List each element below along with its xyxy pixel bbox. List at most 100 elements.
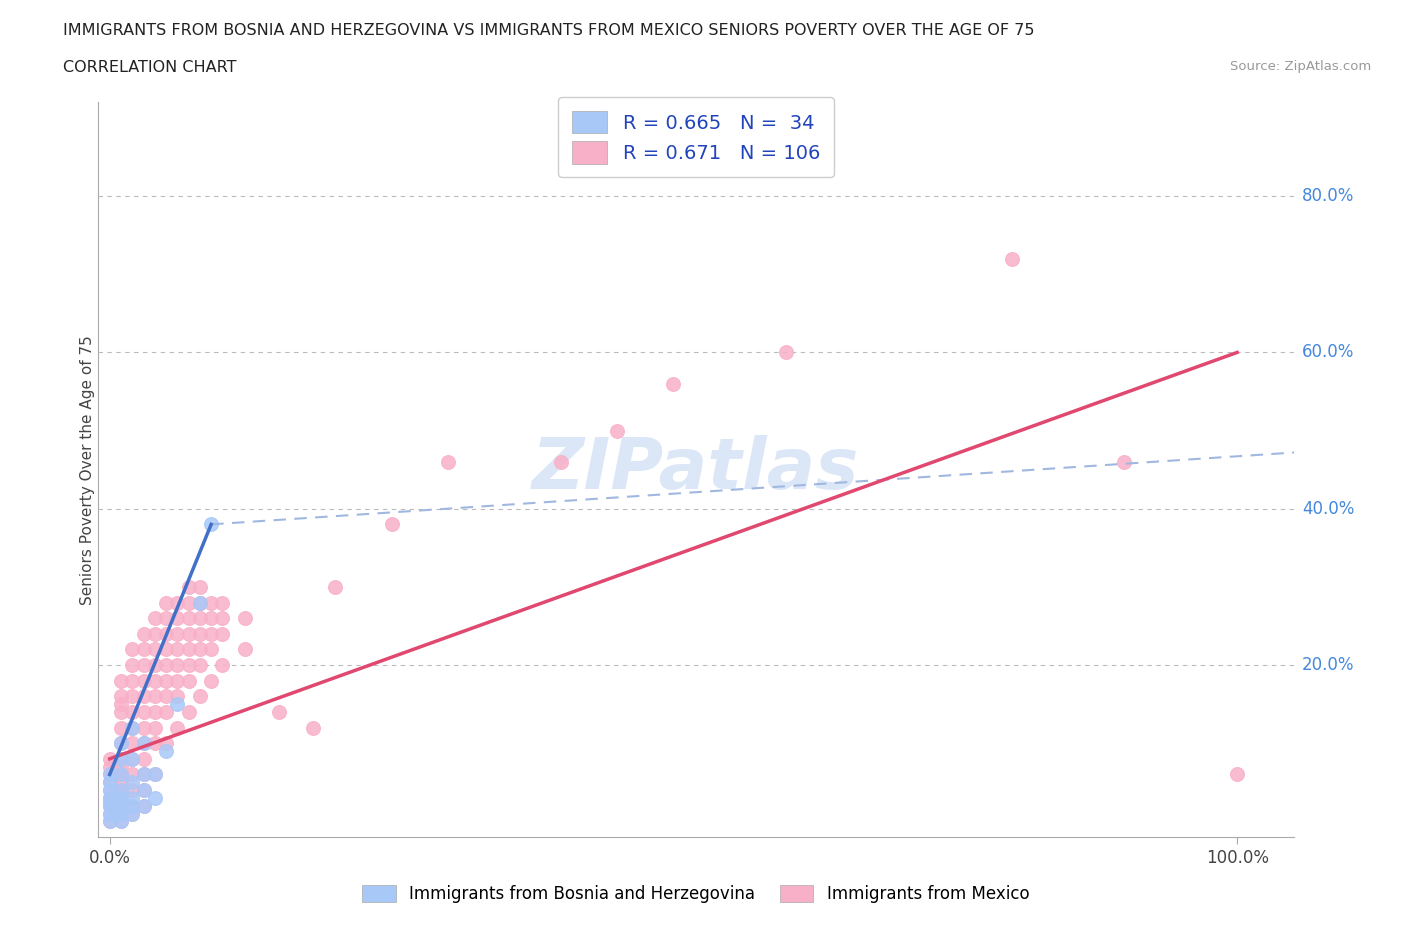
Point xyxy=(132,673,155,688)
Point xyxy=(98,767,121,782)
Point xyxy=(132,705,155,720)
Point xyxy=(380,517,402,532)
Point xyxy=(110,736,132,751)
Point xyxy=(177,658,200,672)
Point xyxy=(110,794,132,809)
Point xyxy=(143,642,166,657)
Point xyxy=(188,595,211,610)
Point xyxy=(1114,455,1136,470)
Point xyxy=(166,611,188,626)
Point xyxy=(121,658,143,672)
Point xyxy=(98,790,121,805)
Point xyxy=(188,642,211,657)
Point xyxy=(143,611,166,626)
Point xyxy=(121,720,143,735)
Point xyxy=(110,673,132,688)
Point xyxy=(155,611,177,626)
Point xyxy=(121,790,143,805)
Point xyxy=(121,720,143,735)
Point xyxy=(166,595,188,610)
Point xyxy=(110,790,132,805)
Point xyxy=(110,798,132,813)
Point xyxy=(211,595,233,610)
Point xyxy=(132,689,155,704)
Point xyxy=(155,673,177,688)
Point xyxy=(110,814,132,829)
Point xyxy=(98,798,121,813)
Point xyxy=(188,658,211,672)
Point xyxy=(121,775,143,790)
Point xyxy=(177,642,200,657)
Point xyxy=(110,798,132,813)
Point xyxy=(110,736,132,751)
Point xyxy=(98,794,121,809)
Point xyxy=(211,611,233,626)
Point xyxy=(132,783,155,798)
Point xyxy=(110,806,132,821)
Point xyxy=(110,751,132,766)
Point xyxy=(110,814,132,829)
Point xyxy=(110,720,132,735)
Point xyxy=(155,744,177,759)
Point xyxy=(267,705,290,720)
Point xyxy=(166,658,188,672)
Point xyxy=(606,423,628,438)
Point xyxy=(98,814,121,829)
Point xyxy=(177,611,200,626)
Point xyxy=(98,759,121,774)
Point xyxy=(188,595,211,610)
Point xyxy=(132,798,155,813)
Point xyxy=(110,767,132,782)
Point xyxy=(177,579,200,594)
Point xyxy=(155,736,177,751)
Point xyxy=(110,751,132,766)
Point xyxy=(143,767,166,782)
Point xyxy=(188,626,211,641)
Text: Source: ZipAtlas.com: Source: ZipAtlas.com xyxy=(1230,60,1371,73)
Text: CORRELATION CHART: CORRELATION CHART xyxy=(63,60,236,75)
Point xyxy=(132,720,155,735)
Point xyxy=(110,759,132,774)
Point xyxy=(98,775,121,790)
Point xyxy=(98,814,121,829)
Point xyxy=(132,767,155,782)
Point xyxy=(177,705,200,720)
Point xyxy=(98,751,121,766)
Point xyxy=(662,377,685,392)
Point xyxy=(121,783,143,798)
Point xyxy=(110,806,132,821)
Point xyxy=(323,579,346,594)
Point xyxy=(121,751,143,766)
Point xyxy=(98,767,121,782)
Point xyxy=(188,579,211,594)
Point xyxy=(211,626,233,641)
Text: 80.0%: 80.0% xyxy=(1302,187,1354,206)
Point xyxy=(132,642,155,657)
Point xyxy=(550,455,572,470)
Text: 40.0%: 40.0% xyxy=(1302,499,1354,518)
Point xyxy=(121,689,143,704)
Point xyxy=(121,673,143,688)
Point xyxy=(121,806,143,821)
Point xyxy=(110,775,132,790)
Point xyxy=(132,626,155,641)
Point xyxy=(143,689,166,704)
Point xyxy=(233,642,256,657)
Legend: Immigrants from Bosnia and Herzegovina, Immigrants from Mexico: Immigrants from Bosnia and Herzegovina, … xyxy=(356,878,1036,910)
Point xyxy=(155,705,177,720)
Y-axis label: Seniors Poverty Over the Age of 75: Seniors Poverty Over the Age of 75 xyxy=(80,335,94,604)
Point xyxy=(121,806,143,821)
Point xyxy=(143,673,166,688)
Point xyxy=(200,673,222,688)
Point xyxy=(132,736,155,751)
Point xyxy=(211,658,233,672)
Point xyxy=(110,783,132,798)
Point xyxy=(177,626,200,641)
Point xyxy=(155,658,177,672)
Point xyxy=(188,611,211,626)
Point xyxy=(121,736,143,751)
Text: ZIPatlas: ZIPatlas xyxy=(533,435,859,504)
Point xyxy=(98,783,121,798)
Point xyxy=(110,767,132,782)
Text: IMMIGRANTS FROM BOSNIA AND HERZEGOVINA VS IMMIGRANTS FROM MEXICO SENIORS POVERTY: IMMIGRANTS FROM BOSNIA AND HERZEGOVINA V… xyxy=(63,23,1035,38)
